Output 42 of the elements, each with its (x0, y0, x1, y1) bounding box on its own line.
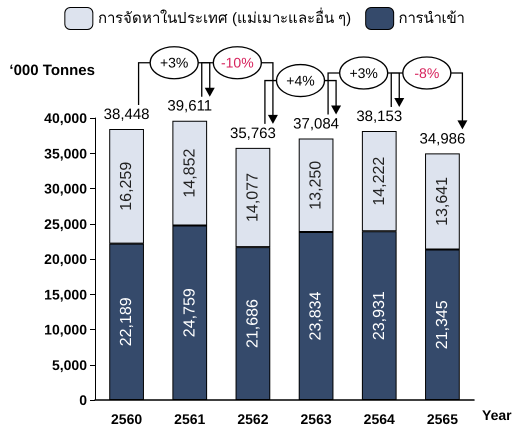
y-tick-label: 35,000 (44, 145, 88, 162)
y-tick-label: 15,000 (44, 286, 88, 302)
data-label: 14,852 (181, 148, 198, 198)
x-tick-label: 2562 (237, 411, 269, 427)
y-tick-label: 25,000 (44, 216, 88, 232)
y-tick-label: 5,000 (52, 356, 88, 373)
total-label: 35,763 (230, 124, 276, 142)
data-label: 13,641 (434, 176, 451, 226)
total-label: 34,986 (419, 130, 466, 148)
y-tick-label: 20,000 (44, 251, 88, 267)
y-tick-label: 30,000 (44, 180, 88, 196)
data-label: 21,345 (434, 300, 451, 350)
data-label: 14,077 (244, 172, 262, 222)
data-label: 21,686 (244, 298, 262, 348)
text: -8% (414, 65, 440, 82)
data-label: 14,222 (370, 156, 388, 206)
x-tick-label: 2560 (111, 411, 142, 427)
total-label: 39,611 (167, 98, 212, 115)
text: +3% (349, 65, 378, 82)
total-label: 38,153 (356, 108, 402, 126)
x-tick-label: 2565 (426, 411, 458, 427)
y-tick-label: 40,000 (44, 110, 88, 126)
text: +3% (160, 54, 188, 71)
x-tick-label: 2563 (300, 411, 332, 427)
legend-label: การนำเข้า (398, 10, 465, 27)
total-label: 38,448 (104, 106, 150, 123)
total-label: 37,084 (293, 116, 340, 133)
y-axis-title: ‘000 Tonnes (9, 62, 95, 79)
text: +4% (286, 72, 315, 89)
data-label: 22,189 (118, 297, 136, 346)
x-tick-label: 2564 (364, 411, 396, 427)
data-label: 23,834 (308, 291, 325, 340)
y-tick-label: 0 (79, 392, 88, 408)
data-label: 24,759 (181, 288, 198, 338)
data-label: 23,931 (370, 291, 388, 340)
text: -10% (220, 54, 254, 71)
data-label: 13,250 (308, 160, 325, 210)
x-tick-label: 2561 (174, 411, 206, 427)
y-tick-label: 10,000 (44, 322, 88, 338)
x-axis-title: Year (482, 407, 512, 423)
legend-label: การจัดหาในประเทศ (แม่เมาะและอื่น ๆ) (98, 7, 352, 27)
data-label: 16,259 (118, 162, 136, 211)
